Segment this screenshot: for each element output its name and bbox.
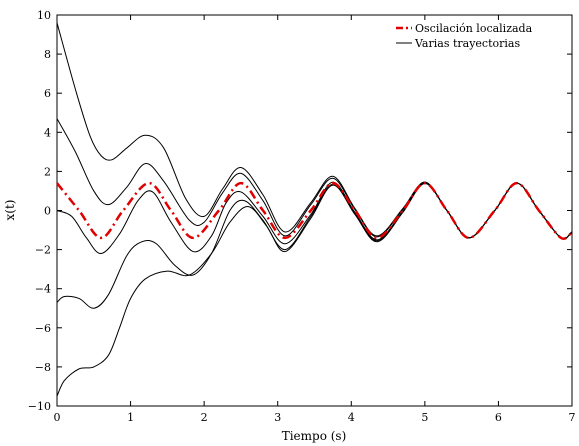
x-tick-label: 2 [201,411,208,424]
y-tick-label: −4 [35,283,51,296]
y-tick-label: −8 [35,361,51,374]
y-tick-label: 8 [44,48,51,61]
y-tick-label: −6 [35,322,51,335]
series-layer [56,22,573,397]
x-tick-label: 4 [348,411,355,424]
x-tick-label: 7 [569,411,576,424]
y-tick-label: −10 [28,400,51,413]
y-tick-label: 0 [44,205,51,218]
y-tick-label: −2 [35,244,51,257]
y-axis-label: x(t) [3,200,17,221]
legend: Oscilación localizada Varias trayectoria… [396,22,533,50]
x-axis-label: Tiempo (s) [282,429,347,443]
x-tick-label: 0 [54,411,61,424]
y-tick-label: 4 [44,126,51,139]
axis-ticks: 0 1 2 3 4 5 6 7 10 8 6 4 2 0 −2 −4 −6 −8 −10 [28,9,576,424]
legend-label-trajectories: Varias trayectorias [414,37,520,50]
legend-label-localized: Oscilación localizada [415,22,533,35]
x-tick-label: 3 [274,411,281,424]
y-tick-label: 6 [44,87,51,100]
y-tick-label: 2 [44,165,51,178]
y-tick-label: 10 [37,9,51,22]
x-tick-label: 1 [127,411,134,424]
x-tick-label: 6 [495,411,502,424]
series-localized-oscillation [56,181,573,240]
x-tick-label: 5 [421,411,428,424]
